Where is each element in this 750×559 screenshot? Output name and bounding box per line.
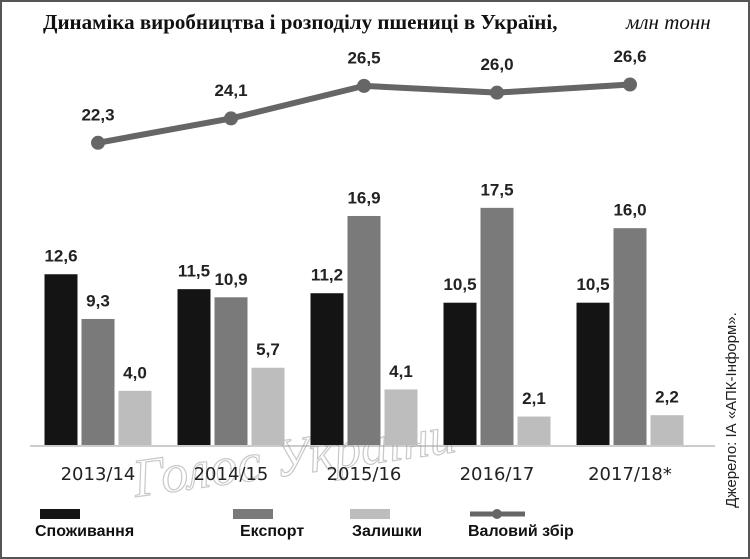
value-label: 4,0 (123, 363, 147, 382)
bar (310, 293, 344, 445)
legend-swatch (350, 509, 390, 519)
line-point (357, 78, 371, 93)
value-label: 16,9 (347, 188, 380, 207)
chart-title: Динаміка виробництва і розподілу пшениці… (43, 10, 557, 34)
bar (118, 390, 152, 445)
value-label: 5,7 (256, 340, 280, 359)
bar (81, 318, 115, 445)
legend-label: Експорт (240, 523, 304, 540)
source-note: Джерело: ІА «АПК-Інформ». (723, 312, 740, 508)
value-label: 24,1 (214, 81, 247, 100)
chart-unit: млн тонн (625, 10, 711, 34)
bar (576, 302, 610, 445)
value-label: 12,6 (44, 247, 77, 266)
line-point (224, 111, 238, 126)
bar (384, 389, 418, 445)
value-label: 2,2 (655, 388, 679, 407)
legend-swatch (40, 509, 80, 519)
value-label: 9,3 (86, 291, 110, 310)
line-point (623, 77, 637, 92)
legend-swatch (233, 509, 273, 519)
line-point (91, 135, 105, 150)
bar (177, 289, 211, 445)
value-label: 10,5 (443, 275, 476, 294)
x-tick-label: 2013/14 (61, 464, 136, 485)
value-label: 10,5 (576, 275, 609, 294)
line-point (490, 85, 504, 100)
x-tick-label: 2017/18* (588, 464, 672, 485)
x-tick-label: 2015/16 (327, 464, 402, 485)
value-label: 22,3 (81, 105, 114, 124)
value-label: 17,5 (480, 180, 513, 199)
bar (517, 416, 551, 445)
x-tick-label: 2014/15 (194, 464, 269, 485)
value-label: 2,1 (522, 389, 546, 408)
bar (347, 215, 381, 445)
bar (613, 228, 647, 445)
value-label: 11,5 (178, 262, 210, 281)
bar (480, 207, 514, 445)
legend-label: Споживання (35, 523, 134, 540)
value-label: 11,2 (311, 266, 343, 285)
legend-swatch-dot (492, 509, 502, 519)
value-label: 4,1 (389, 362, 413, 381)
bar (214, 297, 248, 445)
value-label: 26,5 (347, 48, 380, 67)
legend-label: Валовий збір (468, 523, 574, 540)
bar (251, 367, 285, 445)
bar (443, 302, 477, 445)
value-label: 26,0 (480, 55, 513, 74)
value-label: 16,0 (613, 201, 646, 220)
value-label: 10,9 (214, 270, 247, 289)
x-tick-label: 2016/17 (460, 464, 535, 485)
legend-label: Залишки (352, 523, 422, 540)
value-label: 26,6 (613, 47, 646, 66)
bar (650, 415, 684, 445)
bar (44, 274, 78, 445)
